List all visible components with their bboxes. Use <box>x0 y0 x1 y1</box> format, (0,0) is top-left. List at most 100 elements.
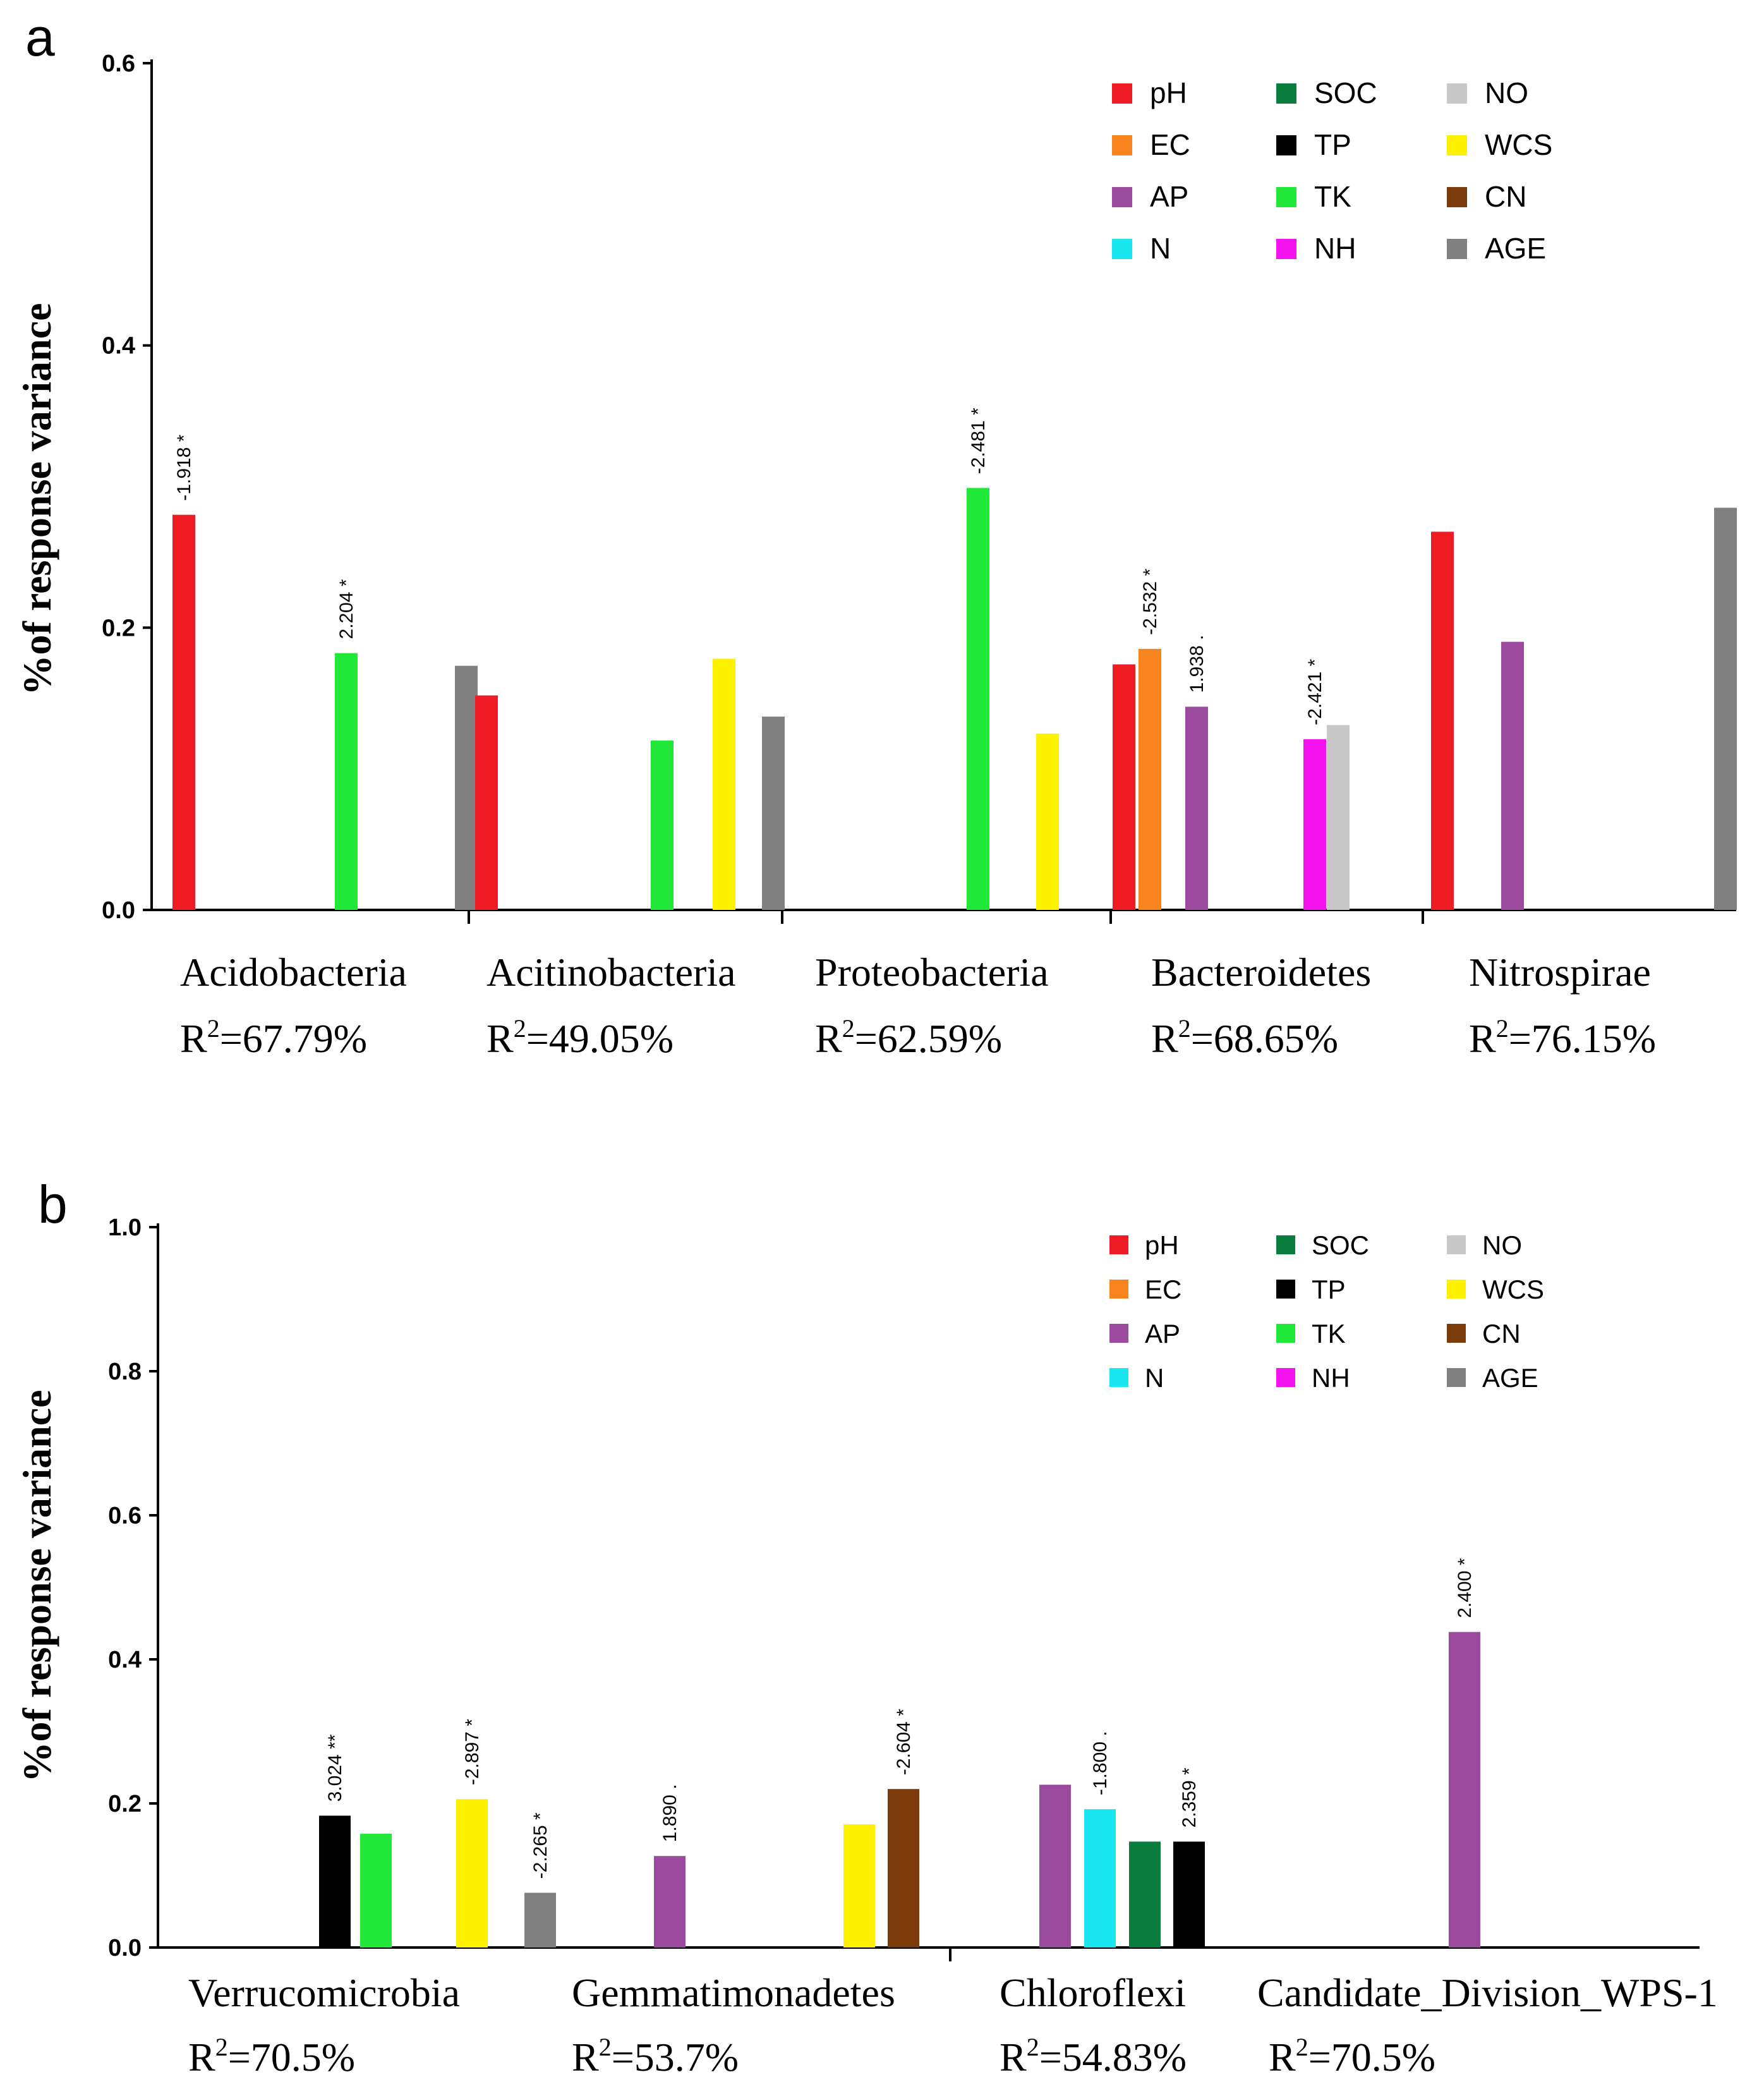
bar-annotation: 2.400 * <box>1454 1558 1475 1618</box>
bar-annotation: -1.918 * <box>174 434 195 500</box>
bar-annotation: 1.938 . <box>1187 635 1207 693</box>
legend-swatch-n <box>1109 1368 1128 1387</box>
r-squared-label: R2=53.7% <box>572 2033 739 2080</box>
legend-swatch-tk <box>1276 1324 1295 1343</box>
y-tick-label: 0.4 <box>108 1647 142 1673</box>
legend-swatch-cn <box>1447 187 1467 207</box>
y-tick-label: 0.2 <box>108 1791 142 1817</box>
bar-annotation: 3.024 ** <box>325 1734 346 1802</box>
panel-label: b <box>38 1175 68 1234</box>
legend-swatch-age <box>1447 1368 1466 1387</box>
legend-label: AP <box>1145 1319 1180 1348</box>
r-squared-label: R2=68.65% <box>1151 1014 1338 1061</box>
group-label: Proteobacteria <box>815 950 1049 995</box>
y-tick-label: 0.0 <box>102 897 135 924</box>
bar-age <box>524 1893 556 1948</box>
legend-label: AP <box>1150 180 1188 213</box>
y-tick-label: 0.6 <box>102 51 135 77</box>
r-squared-label: R2=49.05% <box>486 1014 674 1061</box>
bar-ap <box>1449 1632 1480 1948</box>
legend-swatch-soc <box>1276 1235 1295 1254</box>
r-squared-label: R2=70.5% <box>1269 2033 1435 2080</box>
bar-ap <box>654 1856 686 1948</box>
bar-age <box>1714 507 1737 910</box>
panel-b: b %of response variance 0.0 0.2 0.4 0.6 0.8 1.0… <box>15 1175 1718 2080</box>
legend-label: NH <box>1312 1363 1350 1393</box>
bar-annotation: -2.532 * <box>1140 568 1161 634</box>
bar-annotation: 2.204 * <box>336 579 357 639</box>
legend-swatch-no <box>1447 83 1467 104</box>
legend-label: NH <box>1314 232 1356 265</box>
y-axis-label: %of response variance <box>15 303 59 696</box>
bar-wcs <box>1036 733 1059 910</box>
legend-label: NO <box>1482 1230 1522 1260</box>
bar-annotation: -2.604 * <box>893 1709 914 1775</box>
legend-label: WCS <box>1485 128 1552 161</box>
r-squared-label: R2=70.5% <box>188 2033 355 2080</box>
legend-label: AGE <box>1485 232 1546 265</box>
legend-label: SOC <box>1314 76 1377 109</box>
legend-swatch-no <box>1447 1235 1466 1254</box>
legend-swatch-ph <box>1109 1235 1128 1254</box>
bar-ec <box>1139 648 1161 910</box>
r-squared-label: R2=67.79% <box>180 1014 367 1061</box>
bar-wcs <box>843 1824 875 1948</box>
legend-label: N <box>1145 1363 1164 1393</box>
bar-annotation: 2.359 * <box>1179 1767 1200 1827</box>
legend-swatch-n <box>1112 239 1132 259</box>
legend-label: pH <box>1145 1230 1179 1260</box>
bar-ap <box>1501 641 1524 910</box>
legend-label: TP <box>1314 128 1351 161</box>
legend-swatch-cn <box>1447 1324 1466 1343</box>
legend-label: CN <box>1485 180 1526 213</box>
panel-label: a <box>25 8 55 67</box>
bar-tk <box>360 1833 392 1948</box>
legend-label: AGE <box>1482 1363 1538 1393</box>
bar-tk <box>967 488 989 910</box>
bar-annotation: 1.890 . <box>660 1784 680 1842</box>
legend-swatch-ap <box>1112 187 1132 207</box>
group-label: Acidobacteria <box>180 950 407 995</box>
bar-annotation: -2.897 * <box>462 1719 483 1785</box>
legend-swatch-nh <box>1276 1368 1295 1387</box>
legend-label: CN <box>1482 1319 1521 1348</box>
r-squared-label: R2=62.59% <box>815 1014 1002 1061</box>
legend-label: SOC <box>1312 1230 1369 1260</box>
legend: pH EC AP N SOC TP TK NH NO WCS CN AGE <box>1109 1230 1544 1393</box>
group-label: Chloroflexi <box>1000 1970 1186 2015</box>
r-squared-label: R2=76.15% <box>1469 1014 1656 1061</box>
legend-label: WCS <box>1482 1275 1544 1304</box>
legend-swatch-age <box>1447 239 1467 259</box>
legend-label: EC <box>1150 128 1190 161</box>
bar-tp <box>1173 1841 1205 1948</box>
y-tick-label: 0.0 <box>108 1935 142 1961</box>
legend-label: N <box>1150 232 1171 265</box>
bar-ph <box>475 695 498 910</box>
bar-soc <box>1129 1841 1161 1948</box>
bar-n <box>1084 1809 1116 1948</box>
group-label: Nitrospirae <box>1469 950 1651 995</box>
y-tick-label: 0.2 <box>102 615 135 641</box>
bar-no <box>1327 725 1350 910</box>
legend-label: NO <box>1485 76 1528 109</box>
bar-wcs <box>456 1799 488 1948</box>
bar-ap <box>1185 706 1208 910</box>
legend-swatch-tk <box>1276 187 1296 207</box>
bar-nh <box>1303 739 1326 910</box>
legend-swatch-tp <box>1276 1280 1295 1299</box>
legend-label: TP <box>1312 1275 1346 1304</box>
legend-swatch-ec <box>1112 135 1132 155</box>
bar-cn <box>888 1789 919 1948</box>
group-label: Candidate_Division_WPS-1 <box>1257 1970 1718 2015</box>
bar-ph <box>1113 664 1135 910</box>
legend-swatch-tp <box>1276 135 1296 155</box>
legend-label: TK <box>1314 180 1351 213</box>
legend-label: pH <box>1150 76 1187 109</box>
y-tick-label: 1.0 <box>108 1215 142 1241</box>
bar-tp <box>319 1815 351 1948</box>
legend-swatch-soc <box>1276 83 1296 104</box>
legend-swatch-ph <box>1112 83 1132 104</box>
panel-a: a %of response variance 0.0 0.2 0.4 0.6 -1.918… <box>15 8 1737 1061</box>
group-label: Gemmatimonadetes <box>572 1970 895 2015</box>
bar-tk <box>335 653 358 910</box>
